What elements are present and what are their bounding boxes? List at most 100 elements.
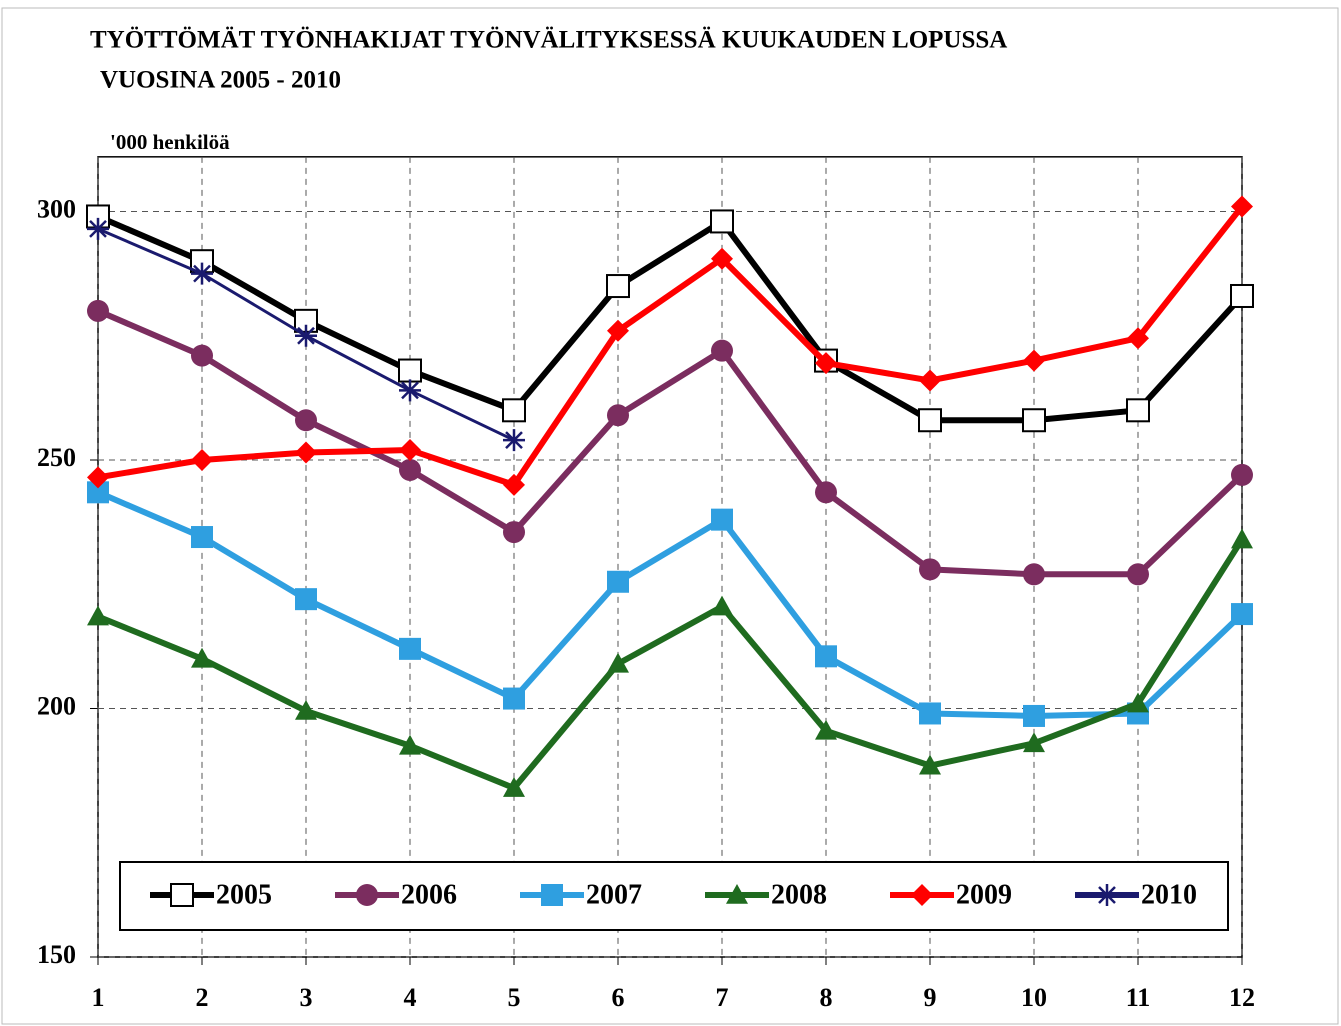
marker	[919, 702, 941, 725]
marker	[191, 262, 213, 285]
marker	[1023, 704, 1045, 727]
marker	[815, 481, 837, 504]
series-line	[96, 489, 1245, 719]
marker	[1127, 692, 1149, 713]
legend-box	[119, 861, 1229, 931]
marker	[399, 439, 421, 462]
marker	[1126, 398, 1150, 423]
marker	[919, 558, 941, 581]
marker	[1231, 463, 1253, 486]
marker	[191, 449, 213, 471]
marker	[711, 595, 733, 616]
marker	[1023, 349, 1045, 372]
x-tick-label: 8	[820, 983, 833, 1012]
marker	[711, 247, 733, 270]
marker	[1127, 563, 1149, 586]
x-tick-label: 5	[508, 983, 521, 1012]
y-tick-label: 250	[37, 443, 76, 472]
y-axis-label: '000 henkilöä	[110, 130, 230, 154]
series-line	[96, 537, 1245, 792]
series-line	[97, 204, 1245, 488]
marker	[87, 481, 109, 504]
marker	[295, 588, 317, 611]
y-tick-label: 150	[37, 940, 76, 969]
marker	[503, 429, 525, 452]
marker	[502, 398, 526, 423]
marker	[911, 884, 933, 906]
marker	[606, 274, 630, 299]
y-tick-label: 200	[37, 691, 76, 720]
marker	[295, 699, 317, 720]
marker	[191, 647, 213, 668]
marker	[1231, 195, 1253, 218]
marker	[295, 441, 317, 464]
marker	[607, 652, 629, 673]
x-tick-label: 4	[404, 983, 417, 1012]
legend-label: 2008	[771, 879, 827, 910]
marker	[170, 883, 194, 907]
marker	[295, 409, 317, 432]
marker	[1023, 563, 1045, 586]
marker	[919, 754, 941, 775]
legend-label: 2005	[216, 879, 272, 910]
marker	[726, 884, 748, 904]
marker	[1230, 283, 1254, 308]
x-tick-label: 10	[1021, 983, 1047, 1012]
marker	[503, 521, 525, 544]
x-tick-label: 3	[300, 983, 313, 1012]
marker	[711, 339, 733, 362]
x-tick-label: 9	[924, 983, 937, 1012]
marker	[503, 473, 525, 496]
marker	[1023, 732, 1045, 753]
frame	[1, 7, 1339, 1025]
marker	[1022, 408, 1046, 433]
x-tick-label: 1	[92, 983, 105, 1012]
marker	[399, 637, 421, 660]
marker	[1231, 528, 1253, 549]
marker	[815, 352, 837, 375]
marker	[191, 344, 213, 367]
x-tick-label: 2	[196, 983, 209, 1012]
marker	[399, 734, 421, 755]
marker	[1231, 603, 1253, 626]
marker	[711, 508, 733, 531]
marker	[295, 324, 317, 347]
marker	[710, 209, 734, 234]
legend-label: 2006	[401, 879, 457, 910]
x-tick-label: 6	[612, 983, 625, 1012]
y-tick-label: 300	[37, 194, 76, 223]
marker	[87, 605, 109, 626]
marker	[356, 884, 378, 906]
marker	[607, 319, 629, 342]
marker	[815, 645, 837, 668]
series-line	[96, 308, 1245, 578]
marker	[607, 570, 629, 593]
marker	[398, 358, 422, 383]
marker	[541, 884, 563, 906]
marker	[87, 299, 109, 322]
legend-label: 2010	[1141, 879, 1197, 910]
marker	[607, 404, 629, 427]
marker	[503, 777, 525, 797]
plot-area	[97, 156, 1243, 958]
marker	[503, 687, 525, 710]
marker	[87, 217, 109, 240]
marker	[918, 408, 942, 433]
marker	[1127, 327, 1149, 350]
series-line	[96, 213, 1245, 424]
x-tick-label: 11	[1126, 983, 1151, 1012]
marker	[191, 526, 213, 549]
marker	[919, 369, 941, 392]
chart-title: TYÖTTÖMÄT TYÖNHAKIJAT TYÖNVÄLITYKSESSÄ K…	[90, 27, 1007, 54]
chart-subtitle: VUOSINA 2005 - 2010	[100, 67, 341, 94]
marker	[87, 466, 109, 489]
marker	[815, 719, 837, 740]
marker	[399, 458, 421, 481]
marker	[1096, 884, 1118, 906]
x-tick-label: 12	[1229, 983, 1255, 1012]
marker	[399, 379, 421, 402]
legend-label: 2007	[586, 879, 642, 910]
x-tick-label: 7	[716, 983, 729, 1012]
legend-label: 2009	[956, 879, 1012, 910]
